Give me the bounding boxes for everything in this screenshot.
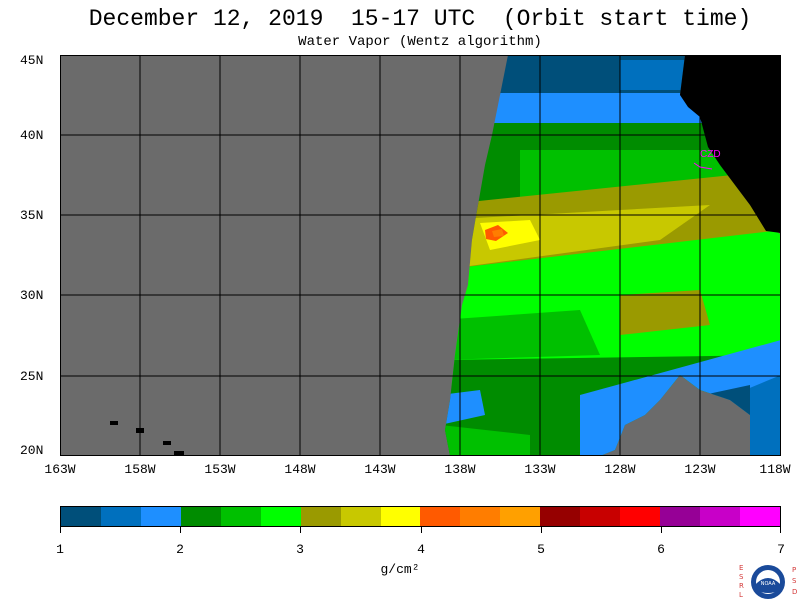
band-mid-blue-e bbox=[620, 60, 690, 90]
lat-label-30n: 30N bbox=[20, 288, 44, 303]
color-scale-tick-label: 2 bbox=[176, 542, 184, 557]
color-swatch bbox=[580, 507, 621, 526]
color-swatch bbox=[660, 507, 700, 526]
color-swatch bbox=[61, 507, 101, 526]
color-swatch bbox=[300, 507, 341, 526]
lon-label-118w: 118W bbox=[759, 462, 791, 477]
map-border bbox=[60, 55, 781, 456]
logo-letter-s: S bbox=[739, 573, 744, 581]
station-marker bbox=[693, 162, 713, 170]
color-swatch bbox=[540, 507, 581, 526]
logo-letter-l: L bbox=[739, 591, 743, 599]
color-swatch bbox=[380, 507, 421, 526]
color-swatch bbox=[420, 507, 461, 526]
noaa-esrl-psd-logo: E S R L NOAA P S D bbox=[736, 560, 800, 600]
color-scale-tick bbox=[421, 527, 422, 533]
lon-label-163w: 163W bbox=[44, 462, 76, 477]
lon-label-153w: 153W bbox=[204, 462, 236, 477]
lon-label-158w: 158W bbox=[124, 462, 156, 477]
lon-label-148w: 148W bbox=[284, 462, 316, 477]
logo-letter-p: P bbox=[792, 566, 797, 574]
station-label: CZD bbox=[700, 149, 721, 160]
color-swatch bbox=[739, 507, 780, 526]
color-swatch bbox=[460, 507, 501, 526]
lon-label-123w: 123W bbox=[684, 462, 716, 477]
color-scale-tick-label: 5 bbox=[537, 542, 545, 557]
noaa-emblem-icon: NOAA bbox=[751, 565, 785, 599]
color-swatch bbox=[620, 507, 661, 526]
color-scale-tick bbox=[541, 527, 542, 533]
land-mass bbox=[680, 55, 781, 233]
band-yellow-olive bbox=[445, 205, 710, 270]
island-kauai bbox=[110, 421, 118, 425]
lon-label-133w: 133W bbox=[524, 462, 556, 477]
lat-label-20n: 20N bbox=[20, 443, 44, 458]
noaa-emblem-text: NOAA bbox=[761, 581, 776, 587]
color-scale-bar bbox=[60, 506, 781, 527]
map-title: December 12, 2019 15-17 UTC (Orbit start… bbox=[88, 6, 752, 32]
patch-green-w bbox=[445, 310, 600, 360]
color-scale-tick bbox=[60, 527, 61, 533]
map-canvas: CZD bbox=[60, 55, 781, 456]
color-swatch bbox=[340, 507, 381, 526]
lon-label-143w: 143W bbox=[364, 462, 396, 477]
color-scale-tick bbox=[780, 527, 781, 533]
color-swatch bbox=[500, 507, 541, 526]
island-hawaii bbox=[174, 451, 184, 456]
color-swatch bbox=[180, 507, 221, 526]
color-scale-tick bbox=[300, 527, 301, 533]
color-scale-tick bbox=[661, 527, 662, 533]
color-scale-tick-label: 4 bbox=[417, 542, 425, 557]
color-swatch bbox=[140, 507, 181, 526]
lat-label-40n: 40N bbox=[20, 128, 44, 143]
color-scale-tick bbox=[180, 527, 181, 533]
color-scale-tick-label: 1 bbox=[56, 542, 64, 557]
color-scale-tick-label: 7 bbox=[777, 542, 785, 557]
color-swatch bbox=[220, 507, 261, 526]
units-label: g/cm² bbox=[380, 562, 420, 577]
moisture-max-inner bbox=[492, 229, 504, 237]
lat-label-45n: 45N bbox=[20, 53, 44, 68]
lat-label-25n: 25N bbox=[20, 369, 44, 384]
island-maui bbox=[163, 441, 171, 445]
map-subtitle: Water Vapor (Wentz algorithm) bbox=[298, 34, 542, 50]
logo-letter-e: E bbox=[739, 564, 744, 572]
color-scale-tick-label: 6 bbox=[657, 542, 665, 557]
patch-green-sw bbox=[445, 425, 530, 456]
color-swatch bbox=[260, 507, 301, 526]
patch-light-blue-sw bbox=[445, 390, 485, 425]
grid-lines bbox=[60, 55, 781, 456]
color-swatch bbox=[700, 507, 740, 526]
color-scale-tick-label: 3 bbox=[296, 542, 304, 557]
lon-label-138w: 138W bbox=[444, 462, 476, 477]
lat-label-35n: 35N bbox=[20, 208, 44, 223]
logo-letter-r: R bbox=[739, 582, 744, 590]
logo-letter-s2: S bbox=[792, 577, 797, 585]
lon-label-128w: 128W bbox=[604, 462, 636, 477]
color-swatch bbox=[100, 507, 141, 526]
water-vapor-map: CZD bbox=[60, 55, 781, 456]
patch-olive-center bbox=[620, 290, 710, 335]
logo-letter-d: D bbox=[792, 588, 798, 596]
